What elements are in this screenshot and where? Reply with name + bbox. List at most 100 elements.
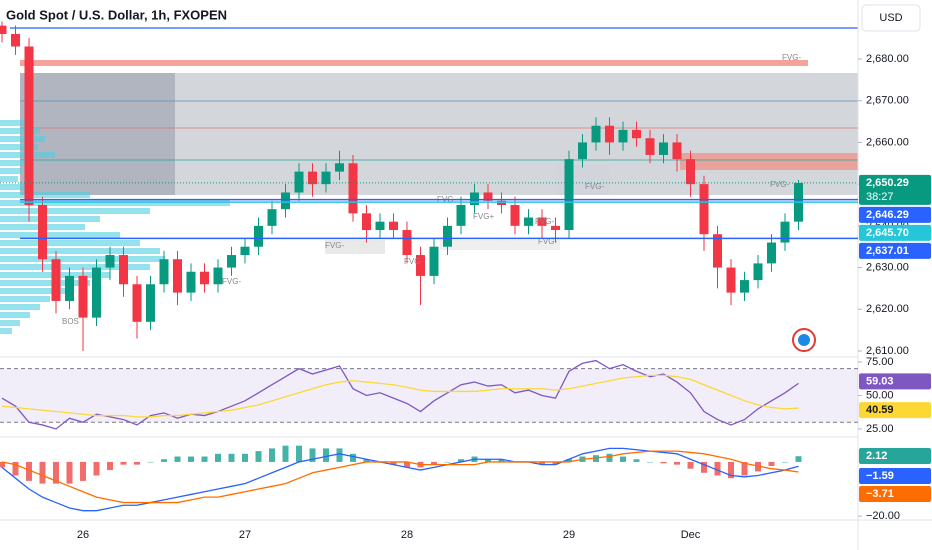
y-tick-label: 2,620.00: [866, 303, 909, 315]
histogram-bar: [714, 461, 721, 476]
candle-body: [618, 129, 628, 143]
annotation: FVG-: [222, 277, 241, 286]
candle-body: [92, 267, 101, 318]
annotation: FVG-: [325, 241, 344, 250]
last-value: 59.03: [866, 375, 894, 387]
candle-body: [753, 263, 763, 281]
histogram-bar: [390, 461, 397, 465]
last-value: 40.59: [866, 404, 894, 416]
candle-body: [537, 217, 547, 226]
histogram-bar: [485, 459, 491, 462]
candle-body: [200, 271, 209, 285]
candle-body: [173, 259, 182, 293]
x-tick-label: 29: [563, 529, 575, 541]
histogram-bar: [0, 461, 5, 468]
candle-body: [524, 217, 533, 226]
histogram-bar: [539, 461, 545, 465]
candle-body: [402, 230, 412, 256]
candle-body: [105, 255, 115, 268]
candle-body: [321, 171, 331, 185]
candle-body: [456, 204, 466, 226]
candle-body: [335, 163, 344, 172]
currency[interactable]: USD: [879, 12, 902, 24]
histogram-bar: [323, 448, 329, 462]
histogram-bar: [620, 456, 626, 462]
candle-body: [767, 242, 776, 264]
candle-body: [119, 255, 128, 285]
rsi-band: [0, 368, 858, 423]
zone: [20, 73, 858, 195]
fvg-band: [20, 60, 808, 66]
last-value: −1.59: [866, 470, 894, 482]
histogram-bar: [147, 461, 154, 463]
last-value-box: [859, 373, 931, 390]
y-tick-label: 25.00: [866, 423, 894, 435]
candle-body: [578, 142, 587, 160]
histogram-bar: [363, 459, 370, 462]
candle-body: [294, 171, 304, 193]
candle-body: [254, 225, 263, 247]
histogram-bar: [269, 448, 275, 462]
x-tick-label: Dec: [681, 529, 701, 541]
candle-body: [659, 142, 668, 155]
x-tick-label: 26: [77, 529, 89, 541]
candle-body: [483, 192, 493, 201]
histogram-bar: [26, 461, 32, 481]
candle-body: [186, 271, 196, 293]
histogram-bar: [336, 448, 343, 462]
currency-button[interactable]: [861, 4, 921, 32]
flag-icon: [798, 334, 810, 346]
candle-body: [267, 209, 277, 226]
y-tick-label: 2,670.00: [866, 95, 909, 107]
x-tick-label: 28: [401, 529, 413, 541]
candle-body: [605, 125, 614, 143]
last-value-box: [859, 402, 931, 419]
candle-body: [672, 142, 682, 160]
candle-body: [564, 159, 574, 231]
candle-body: [51, 259, 61, 301]
histogram-bar: [593, 455, 599, 462]
level-label-box: [859, 242, 931, 259]
candle-body: [362, 213, 371, 231]
histogram-bar: [255, 451, 262, 462]
level-label-box: [859, 206, 931, 223]
candle-body: [308, 171, 317, 185]
candle-body: [429, 246, 439, 276]
histogram-bar: [174, 456, 181, 462]
histogram-bar: [66, 461, 73, 484]
fvg-band: [680, 153, 858, 170]
last-value-box: [859, 486, 931, 502]
histogram-bar: [687, 461, 694, 469]
level-label: 2,645.70: [866, 227, 909, 239]
annotation: FVG-: [404, 257, 423, 266]
histogram-bar: [350, 453, 356, 462]
candle-body: [348, 163, 358, 214]
candle-body: [699, 184, 709, 235]
histogram-bar: [188, 456, 194, 462]
candle-body: [726, 267, 736, 293]
level-label: 2,646.29: [866, 209, 909, 221]
histogram-bar: [444, 461, 451, 463]
candle-body: [632, 129, 641, 139]
y-tick-label: 2,630.00: [866, 261, 909, 273]
candle-body: [375, 221, 385, 231]
annotation: FVG-: [770, 180, 789, 189]
macd-line: [1, 450, 799, 504]
candle-body: [78, 275, 88, 318]
candle-body: [132, 284, 142, 322]
fvg-box: [325, 240, 385, 254]
candle-body: [38, 204, 47, 260]
macd-line: [1, 447, 799, 512]
candle-body: [146, 284, 155, 322]
histogram-bar: [755, 461, 761, 472]
histogram-bar: [647, 461, 653, 463]
histogram-bar: [552, 461, 559, 465]
histogram-bar: [93, 461, 100, 476]
annotation: FVG-: [535, 217, 554, 226]
histogram-bar: [660, 461, 667, 464]
y-tick-label: −20.00: [866, 510, 900, 522]
fvg-box: [440, 240, 560, 250]
candle-body: [389, 221, 398, 231]
